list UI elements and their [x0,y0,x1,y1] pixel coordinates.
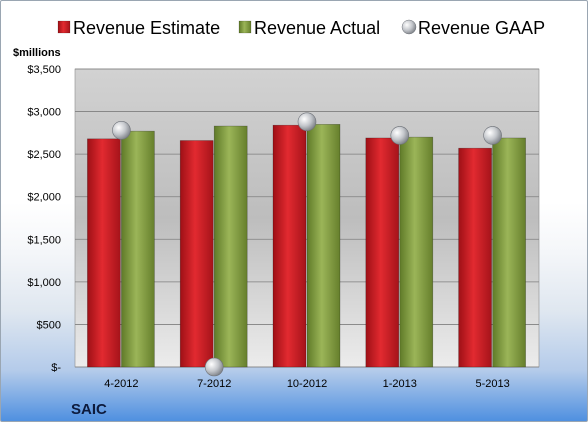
bar-actual [213,125,248,368]
gaap-marker [390,126,410,145]
legend-label: Revenue GAAP [418,18,545,38]
y-tick-label: $3,500 [27,64,61,76]
gaap-marker [483,126,502,145]
y-tick-label: $1,000 [27,277,61,289]
bar-actual [492,137,526,368]
y-tick-label: $500 [37,319,61,331]
legend-swatch [238,20,252,34]
legend-swatch [401,19,417,35]
x-tick-label: 7-2012 [197,378,231,390]
gaap-marker [112,121,131,140]
bar-actual [399,136,434,368]
y-tick-label: $2,500 [27,149,61,161]
bar-actual [306,124,341,368]
x-tick-label: 4-2012 [104,378,138,390]
bar-estimate [272,124,307,368]
gaap-marker [204,357,224,377]
bar-estimate [179,140,214,368]
legend-label: Revenue Actual [254,18,380,38]
gaap-marker [297,112,317,132]
y-tick-label: $2,000 [27,192,61,204]
y-tick-label: $3,000 [27,107,61,119]
y-tick-label: $- [51,362,61,374]
x-tick-label: 1-2013 [383,378,417,390]
bar-estimate [87,138,121,368]
company-label: SAIC [71,401,107,418]
bar-estimate [458,147,492,368]
legend-label: Revenue Estimate [73,18,220,38]
unit-label: $millions [13,47,61,59]
bar-estimate [365,137,400,368]
y-tick-label: $1,500 [27,234,61,246]
x-tick-label: 10-2012 [287,378,327,390]
x-tick-label: 5-2013 [475,378,509,390]
legend-swatch [57,20,71,34]
bar-actual [121,130,155,368]
